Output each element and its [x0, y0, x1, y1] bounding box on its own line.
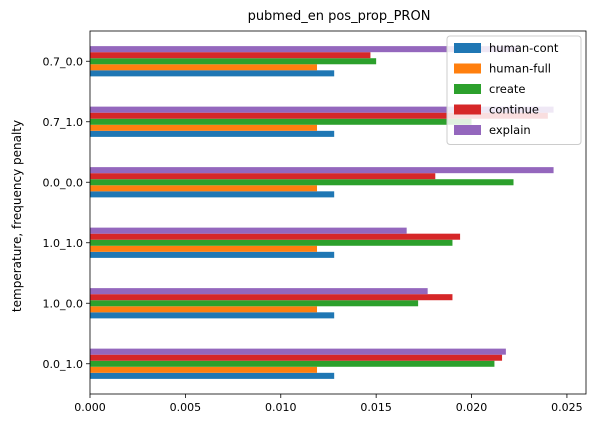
- legend-box: [446, 35, 582, 145]
- bar-create-0.7_0.0: [90, 58, 377, 65]
- bar-human-cont-1.0_0.0: [90, 312, 335, 319]
- bar-human-full-1.0_0.0: [90, 306, 318, 313]
- bar-create-1.0_1.0: [90, 239, 453, 246]
- bar-human-cont-1.0_1.0: [90, 251, 335, 258]
- bar-continue-0.7_1.0: [90, 112, 548, 119]
- x-tick-label: 0.000: [74, 401, 106, 414]
- bar-human-full-0.7_0.0: [90, 64, 318, 71]
- legend-swatch-continue: [454, 104, 481, 115]
- legend-label-explain: explain: [489, 123, 531, 137]
- y-tick-label: 1.0_1.0: [43, 237, 84, 250]
- bar-create-0.7_1.0: [90, 118, 472, 125]
- legend-label-continue: continue: [489, 103, 539, 117]
- ticks: 0.000 0.005 0.010 0.015 0.020 0.025 0.0_1.0 1.0…: [43, 55, 583, 414]
- legend-swatch-human-full: [454, 63, 481, 74]
- plot-frame: [89, 30, 587, 395]
- x-tick-label: 0.010: [265, 401, 297, 414]
- bar-continue-1.0_1.0: [90, 233, 461, 240]
- bar-continue-0.7_0.0: [90, 52, 371, 59]
- bar-human-full-0.7_1.0: [90, 124, 318, 131]
- bar-explain-0.0_0.0: [90, 167, 554, 174]
- legend-label-create: create: [489, 82, 526, 96]
- bar-human-full-1.0_1.0: [90, 245, 318, 252]
- bar-human-cont-0.7_0.0: [90, 70, 335, 77]
- y-tick-label: 0.7_1.0: [43, 116, 84, 129]
- x-tick-label: 0.005: [170, 401, 202, 414]
- legend-label-human-cont: human-cont: [489, 41, 559, 55]
- legend-swatch-create: [454, 84, 481, 94]
- axes: [89, 30, 587, 395]
- x-tick-label: 0.015: [360, 401, 392, 414]
- bar-explain-0.7_0.0: [90, 46, 518, 53]
- legend: human-cont human-full create continue explai…: [446, 35, 582, 145]
- legend-label-human-full: human-full: [489, 62, 551, 76]
- legend-swatch-explain: [454, 125, 481, 135]
- bar-human-full-0.0_0.0: [90, 185, 318, 192]
- bar-human-cont-0.0_0.0: [90, 191, 335, 198]
- y-tick-label: 0.7_0.0: [43, 55, 84, 68]
- bar-create-0.0_1.0: [90, 360, 495, 367]
- y-tick-label: 0.0_1.0: [43, 358, 84, 371]
- x-tick-label: 0.020: [456, 401, 488, 414]
- chart-title: pubmed_en pos_prop_PRON: [248, 9, 431, 24]
- bar-explain-0.0_1.0: [90, 348, 506, 355]
- bar-explain-1.0_0.0: [90, 288, 428, 295]
- bar-human-full-0.0_1.0: [90, 366, 318, 373]
- bars: [90, 46, 554, 379]
- bar-human-cont-0.7_1.0: [90, 130, 335, 137]
- bar-explain-1.0_1.0: [90, 227, 407, 234]
- legend-swatch-human-cont: [454, 43, 481, 53]
- bar-explain-0.7_1.0: [90, 106, 554, 113]
- bar-create-1.0_0.0: [90, 300, 419, 307]
- y-tick-label: 0.0_0.0: [43, 176, 84, 189]
- y-tick-label: 1.0_0.0: [43, 297, 84, 310]
- bar-continue-1.0_0.0: [90, 294, 453, 301]
- bar-create-0.0_0.0: [90, 179, 514, 186]
- y-axis-label: temperature, frequency penalty: [10, 120, 24, 312]
- bar-continue-0.0_1.0: [90, 354, 503, 361]
- x-tick-label: 0.025: [551, 401, 583, 414]
- bar-human-cont-0.0_1.0: [90, 372, 335, 379]
- bar-continue-0.0_0.0: [90, 173, 436, 180]
